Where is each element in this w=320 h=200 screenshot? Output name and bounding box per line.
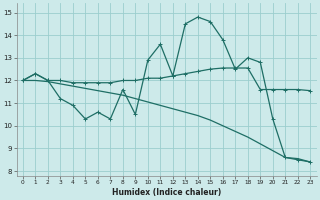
X-axis label: Humidex (Indice chaleur): Humidex (Indice chaleur) [112, 188, 221, 197]
